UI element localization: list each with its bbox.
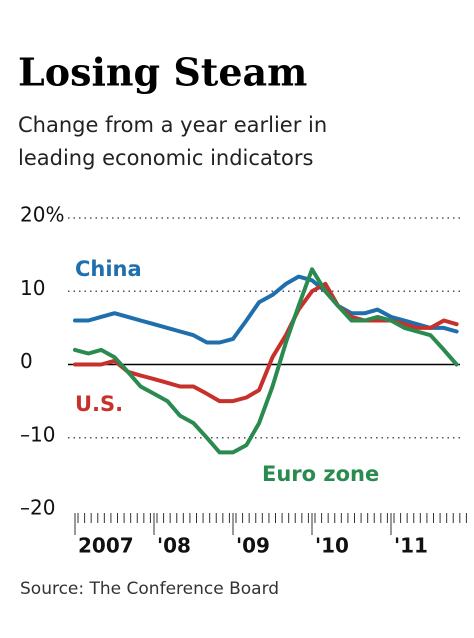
y-tick-label: 0 — [20, 349, 33, 373]
series-line — [73, 274, 459, 345]
x-tick-label: '10 — [315, 534, 349, 558]
y-tick-label: 20% — [20, 203, 64, 227]
chart-title: Losing Steam — [18, 50, 307, 95]
chart-subtitle: Change from a year earlier in — [18, 113, 327, 137]
series-label: China — [75, 257, 142, 281]
chart-subtitle: leading economic indicators — [18, 146, 313, 170]
y-tick-label: –20 — [20, 496, 55, 520]
series-label: U.S. — [75, 392, 123, 416]
x-tick-label: 2007 — [78, 534, 134, 558]
x-tick-label: '11 — [394, 534, 428, 558]
x-tick-label: '09 — [236, 534, 270, 558]
source-note: Source: The Conference Board — [20, 579, 279, 599]
y-tick-label: 10 — [20, 276, 45, 300]
x-tick-label: '08 — [157, 534, 191, 558]
series-label: Euro zone — [262, 462, 379, 486]
y-tick-label: –10 — [20, 422, 55, 446]
series-line — [73, 267, 459, 455]
series-line — [73, 281, 459, 404]
